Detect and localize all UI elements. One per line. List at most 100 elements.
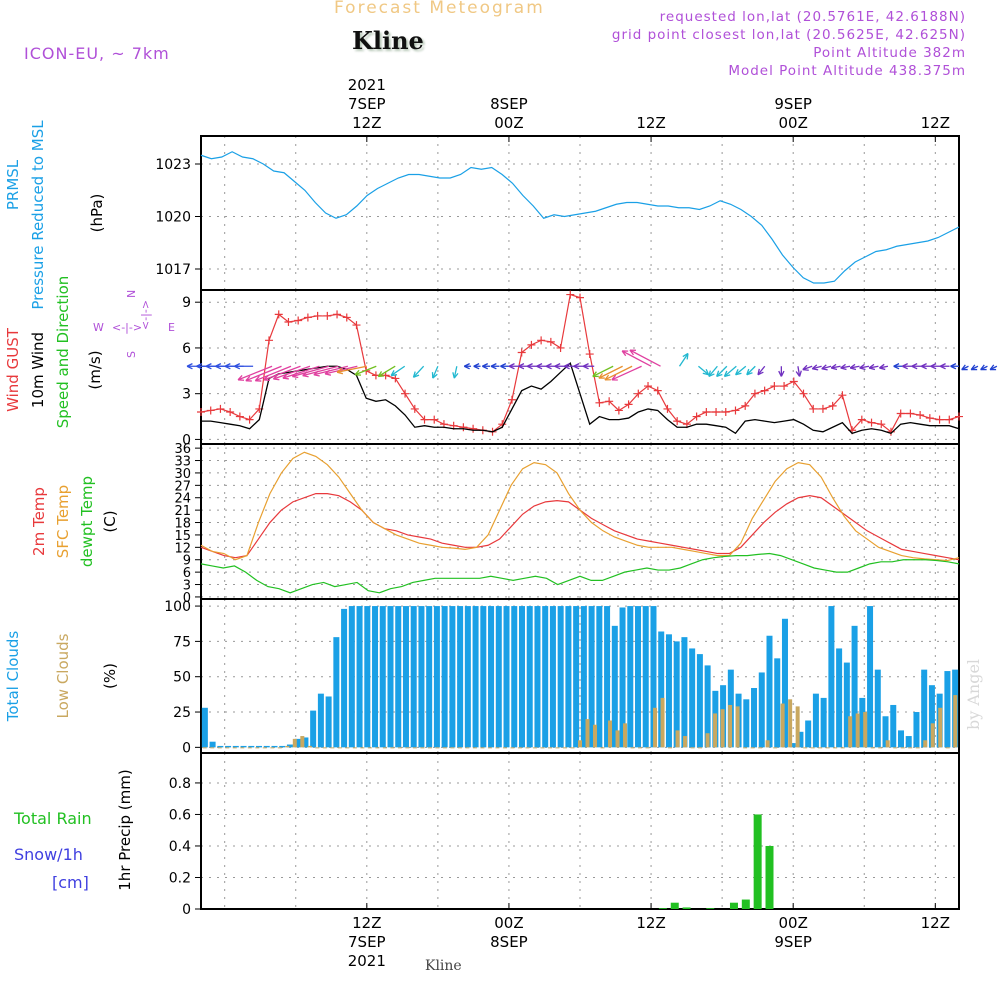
total-cloud-bar [588, 606, 595, 748]
wind-arrow-head [205, 363, 212, 370]
bottom-time-label: 7SEP [348, 933, 386, 951]
total-cloud-bar [302, 737, 309, 748]
low-cloud-bar [247, 747, 252, 749]
wind-arrow-head [412, 371, 420, 378]
low-cloud-bar [547, 747, 552, 749]
wind-arrow-head [795, 370, 802, 377]
gust-marker [333, 310, 342, 319]
total-cloud-bar [913, 712, 920, 748]
compass-east: E [168, 321, 175, 334]
low-cloud-bar [465, 747, 470, 749]
low-cloud-bar [210, 747, 215, 749]
temperature-ytick-label: 18 [174, 517, 191, 532]
wind-arrow-head [554, 363, 561, 370]
low-cloud-bar [675, 730, 680, 748]
wind-arrow-head [629, 349, 636, 356]
clouds-label: Total Clouds [4, 631, 22, 723]
total-cloud-bar [635, 606, 642, 748]
total-cloud-bar [758, 672, 765, 748]
wind-arrow [292, 365, 330, 378]
pressure-label: Pressure Reduced to MSL [29, 120, 47, 310]
total-cloud-bar [604, 606, 611, 748]
low-cloud-bar [487, 747, 492, 749]
total-cloud-bar [433, 606, 440, 748]
temperature-ytick-label: 9 [183, 554, 191, 569]
wind-arrow-head [859, 363, 866, 371]
low-cloud-bar [255, 747, 260, 749]
gust-marker [469, 424, 478, 433]
wind-arrow [621, 350, 652, 367]
low-cloud-bar [848, 716, 853, 748]
temperature-ytick-label: 33 [174, 455, 191, 470]
total-cloud-bar [402, 606, 409, 748]
clouds-ytick-label: 75 [173, 634, 191, 650]
total-cloud-bar [534, 606, 541, 748]
gust-marker [576, 293, 584, 302]
gust-marker [945, 415, 954, 424]
total-cloud-bar [650, 606, 657, 748]
wind-arrow [273, 365, 311, 380]
gust-marker [284, 318, 293, 327]
wind-ytick-label: 9 [182, 295, 191, 311]
total-cloud-bar [642, 606, 649, 748]
low-cloud-bar [645, 747, 650, 749]
bottom-time-label: 00Z [779, 914, 808, 932]
wind-arrow-head [354, 369, 362, 376]
total-cloud-bar [263, 745, 270, 748]
wind-arrow-head [237, 374, 245, 381]
gust-marker [274, 310, 283, 319]
low-cloud-bar [322, 747, 327, 749]
wind-arrow-head [950, 363, 957, 370]
bottom-time-label: 2021 [348, 952, 386, 970]
wind-arrow-head [224, 363, 231, 370]
total-cloud-bar [921, 669, 928, 748]
bottom-time-label: 12Z [921, 914, 950, 932]
total-cloud-bar [867, 606, 874, 748]
gust-marker [245, 415, 254, 424]
total-cloud-bar [426, 606, 433, 748]
low-cloud-bar [397, 747, 402, 749]
wind-arrow-head [545, 363, 552, 370]
wind-arrow [678, 353, 689, 367]
precip-ytick-label: 0.4 [169, 839, 191, 855]
temperature-ytick-label: 12 [174, 541, 191, 556]
gust-marker [692, 412, 701, 421]
pressure-label: PRMSL [4, 159, 22, 210]
low-cloud-bar [713, 713, 718, 748]
wind-arrow-head [518, 363, 525, 370]
wind-arrow [746, 365, 756, 376]
low-cloud-bar [765, 740, 770, 748]
gust-marker [867, 418, 876, 427]
low-cloud-bar [292, 738, 297, 748]
wind-arrow-head [980, 364, 987, 371]
wind-arrow-head [313, 370, 320, 377]
total-cloud-bar [673, 641, 680, 748]
total-cloud-bar [217, 745, 224, 748]
low-cloud-bar [660, 697, 665, 748]
total-cloud-bar [611, 625, 618, 748]
wind-arrow [412, 365, 425, 378]
low-cloud-bar [585, 719, 590, 748]
wind-arrow [377, 365, 396, 377]
precip-bar [670, 902, 679, 909]
pressure-ytick-label: 1020 [155, 210, 191, 226]
gust-marker [935, 415, 944, 424]
sfc-temp-line [200, 451, 960, 562]
low-cloud-bar [330, 747, 335, 749]
gust-marker [352, 321, 361, 330]
wind-arrow-head [234, 363, 241, 370]
low-cloud-bar [930, 723, 935, 748]
low-cloud-bar [480, 747, 485, 749]
gust-marker [673, 417, 682, 426]
temperature-label: (C) [101, 510, 119, 532]
low-cloud-bar [315, 747, 320, 749]
low-cloud-bar [825, 747, 830, 749]
low-cloud-bar [382, 747, 387, 749]
wind-arrow-head [989, 364, 997, 371]
temperature-label: dewpt Temp [78, 476, 96, 567]
total-cloud-bar [542, 606, 549, 748]
low-cloud-bar [240, 747, 245, 749]
wind-arrow [629, 349, 661, 367]
temperature-ytick-label: 21 [174, 504, 191, 519]
wind-arrow [735, 365, 747, 376]
